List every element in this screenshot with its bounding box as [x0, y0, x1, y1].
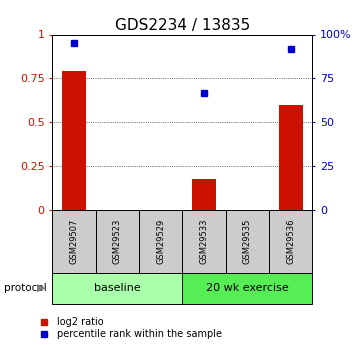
Bar: [52, 273, 182, 304]
Bar: [182, 210, 226, 273]
Text: baseline: baseline: [94, 283, 141, 293]
Text: GSM29536: GSM29536: [286, 219, 295, 264]
Bar: [182, 273, 312, 304]
Legend: log2 ratio, percentile rank within the sample: log2 ratio, percentile rank within the s…: [34, 316, 223, 340]
Bar: [96, 210, 139, 273]
Title: GDS2234 / 13835: GDS2234 / 13835: [115, 18, 250, 33]
Text: ▶: ▶: [36, 283, 45, 293]
Bar: [52, 210, 96, 273]
Text: GSM29535: GSM29535: [243, 219, 252, 264]
Text: protocol: protocol: [4, 283, 46, 293]
Text: GSM29523: GSM29523: [113, 219, 122, 264]
Bar: [62, 71, 86, 210]
Bar: [279, 105, 303, 210]
Text: GSM29529: GSM29529: [156, 219, 165, 264]
Text: 20 wk exercise: 20 wk exercise: [206, 283, 289, 293]
Bar: [226, 210, 269, 273]
Bar: [139, 210, 182, 273]
Text: GSM29507: GSM29507: [70, 219, 78, 264]
Bar: [269, 210, 312, 273]
Text: GSM29533: GSM29533: [200, 219, 208, 264]
Bar: [192, 179, 216, 210]
